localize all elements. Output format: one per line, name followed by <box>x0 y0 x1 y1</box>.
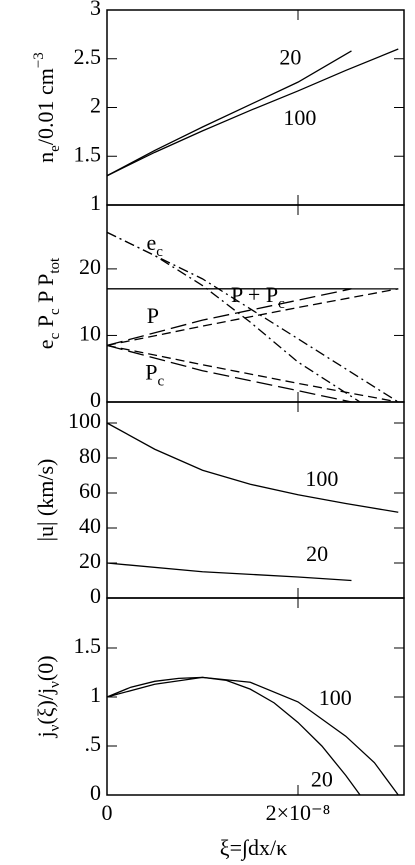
annotation: P + Pc <box>231 282 285 312</box>
x-tick-label: 2×10⁻⁸ <box>266 800 331 825</box>
y-tick-label: 2.5 <box>74 44 102 69</box>
x-axis-label: ξ=∫dx/κ <box>220 835 287 861</box>
annotation: 100 <box>319 685 352 710</box>
text-part: 20 <box>311 766 333 791</box>
y-tick-label: 0 <box>90 583 101 608</box>
annotation: P <box>147 303 159 328</box>
line-series <box>106 676 399 796</box>
annotation: ec <box>147 230 164 260</box>
y-axis-label: |u| (km/s) <box>33 459 58 542</box>
y-tick-label: 60 <box>79 478 101 503</box>
y-tick-label: 40 <box>79 513 101 538</box>
y-tick-label: 1.5 <box>74 141 102 166</box>
line-series <box>106 288 352 347</box>
text-part: 100 <box>283 105 316 130</box>
annotation: 20 <box>306 541 328 566</box>
text-part: e <box>147 230 157 255</box>
text-part: 20 <box>306 541 328 566</box>
text-part: c <box>158 374 165 390</box>
text-part: P P <box>33 274 58 309</box>
text-part: P <box>33 315 58 333</box>
y-tick-label: 20 <box>79 254 101 279</box>
y-tick-label: 1 <box>90 190 101 215</box>
y-tick-label: 1.5 <box>74 633 102 658</box>
text-part: 20 <box>279 45 301 70</box>
annotation: 100 <box>305 466 338 491</box>
annotation: 20 <box>311 766 333 791</box>
text-part: n <box>33 152 58 163</box>
text-part: c <box>156 244 163 260</box>
text-part: e <box>33 339 58 349</box>
line-series <box>106 50 352 177</box>
line-series <box>106 422 399 513</box>
line-series <box>106 562 352 582</box>
y-tick-label: 100 <box>68 408 101 433</box>
text-part: c <box>278 296 285 312</box>
line-series <box>106 48 399 177</box>
y-axis-label: ne/0.01 cm−3 <box>31 52 63 163</box>
text-part: P <box>147 303 159 328</box>
text-part: P <box>145 360 157 385</box>
annotation: Pc <box>145 360 164 390</box>
panel-frame <box>106 9 405 206</box>
line-series <box>106 344 352 403</box>
text-part: ν <box>47 724 63 731</box>
y-tick-label: .5 <box>85 731 102 756</box>
text-part: 100 <box>305 466 338 491</box>
y-tick-label: 80 <box>79 443 101 468</box>
x-tick-label: 0 <box>102 800 113 825</box>
text-part: ν <box>47 681 63 688</box>
text-part: (0) <box>33 655 58 681</box>
annotation: 100 <box>283 105 316 130</box>
text-part: 100 <box>319 685 352 710</box>
text-part: −3 <box>31 52 47 68</box>
y-tick-label: 1 <box>90 682 101 707</box>
y-tick-label: 20 <box>79 548 101 573</box>
text-part: /0.01 cm <box>33 68 58 145</box>
y-tick-label: 2 <box>90 93 101 118</box>
text-part: P + P <box>231 282 278 307</box>
y-tick-label: 0 <box>90 780 101 805</box>
line-series <box>106 344 399 403</box>
line-series <box>106 288 399 347</box>
text-part: tot <box>47 257 63 274</box>
panel-frame <box>106 597 405 796</box>
line-series <box>106 231 399 403</box>
text-part: c <box>47 332 63 339</box>
text-part: j <box>33 731 58 738</box>
text-part: (ξ)/j <box>33 688 58 725</box>
y-axis-label: ec Pc P Ptot <box>33 257 63 349</box>
text-part: |u| (km/s) <box>33 459 58 542</box>
line-series <box>106 676 361 796</box>
y-tick-label: 0 <box>90 387 101 412</box>
annotation: 20 <box>279 45 301 70</box>
panel-frame <box>106 401 405 599</box>
y-tick-label: 10 <box>79 320 101 345</box>
text-part: e <box>47 145 63 152</box>
text-part: c <box>47 308 63 315</box>
y-axis-label: jν(ξ)/jν(0) <box>33 655 63 738</box>
y-tick-label: 3 <box>90 0 101 20</box>
